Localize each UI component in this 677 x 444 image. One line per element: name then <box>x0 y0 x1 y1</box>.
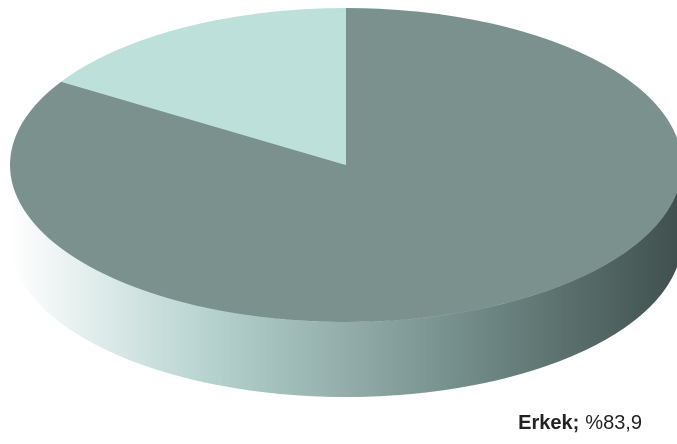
category-label: Erkek; <box>518 412 579 434</box>
pie-slice <box>10 8 677 322</box>
pie <box>10 8 677 397</box>
data-label: Erkek; %83,9 <box>518 412 642 434</box>
value-label: %83,9 <box>585 412 642 434</box>
pie-side <box>10 165 677 397</box>
pie-slice <box>61 8 347 165</box>
